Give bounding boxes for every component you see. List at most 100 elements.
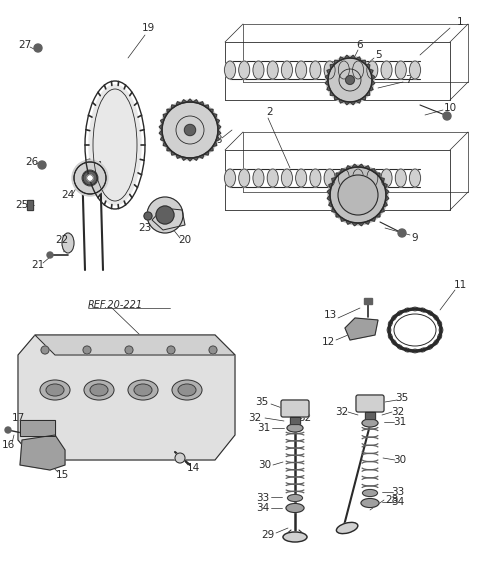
Ellipse shape <box>84 380 114 400</box>
Polygon shape <box>358 164 364 168</box>
Polygon shape <box>346 220 352 224</box>
FancyBboxPatch shape <box>281 400 309 417</box>
Polygon shape <box>167 147 171 151</box>
Polygon shape <box>163 113 168 119</box>
Circle shape <box>147 197 183 233</box>
Bar <box>27 200 33 210</box>
Circle shape <box>144 212 152 220</box>
Text: 35: 35 <box>255 397 269 407</box>
Polygon shape <box>385 195 389 201</box>
Text: 32: 32 <box>299 413 312 423</box>
Polygon shape <box>383 201 387 207</box>
Circle shape <box>328 165 388 225</box>
Polygon shape <box>18 335 235 460</box>
Polygon shape <box>380 178 384 183</box>
Polygon shape <box>193 100 199 103</box>
Polygon shape <box>340 217 346 221</box>
Text: 24: 24 <box>61 190 74 200</box>
Polygon shape <box>176 101 181 106</box>
Text: 21: 21 <box>31 260 45 270</box>
Polygon shape <box>199 154 204 158</box>
Text: 25: 25 <box>15 200 29 210</box>
Polygon shape <box>160 119 165 124</box>
Polygon shape <box>159 124 163 130</box>
Text: 15: 15 <box>55 470 69 480</box>
Text: 35: 35 <box>396 393 408 403</box>
Polygon shape <box>213 142 217 147</box>
Text: 33: 33 <box>391 487 405 497</box>
Polygon shape <box>204 151 209 155</box>
Circle shape <box>352 190 364 201</box>
Polygon shape <box>160 136 165 142</box>
Ellipse shape <box>338 61 349 79</box>
Polygon shape <box>346 166 352 170</box>
Ellipse shape <box>239 61 250 79</box>
Ellipse shape <box>281 61 292 79</box>
Polygon shape <box>171 105 176 109</box>
Ellipse shape <box>267 61 278 79</box>
Text: 32: 32 <box>336 407 348 417</box>
Text: 23: 23 <box>138 223 152 233</box>
Ellipse shape <box>310 169 321 187</box>
Ellipse shape <box>324 169 335 187</box>
Polygon shape <box>339 99 344 103</box>
Circle shape <box>74 162 106 194</box>
Ellipse shape <box>362 419 378 427</box>
Polygon shape <box>371 74 375 80</box>
Circle shape <box>41 346 49 354</box>
Circle shape <box>167 346 175 354</box>
Ellipse shape <box>253 61 264 79</box>
Ellipse shape <box>367 169 378 187</box>
Text: 17: 17 <box>12 413 24 423</box>
Polygon shape <box>369 86 373 91</box>
Text: 18: 18 <box>193 107 206 117</box>
Polygon shape <box>209 109 213 113</box>
Text: 31: 31 <box>257 423 271 433</box>
Circle shape <box>47 252 53 258</box>
Text: 5: 5 <box>375 50 381 60</box>
Polygon shape <box>329 201 333 207</box>
Circle shape <box>125 346 133 354</box>
Polygon shape <box>366 64 370 69</box>
Polygon shape <box>216 119 219 124</box>
Text: 32: 32 <box>248 413 262 423</box>
Circle shape <box>443 112 451 120</box>
Polygon shape <box>361 60 366 64</box>
Polygon shape <box>199 101 204 106</box>
Text: 7: 7 <box>405 75 411 85</box>
Text: 1: 1 <box>456 17 463 27</box>
Polygon shape <box>356 57 361 61</box>
Text: 20: 20 <box>179 235 192 245</box>
Ellipse shape <box>178 384 196 396</box>
Polygon shape <box>352 222 358 226</box>
Text: 19: 19 <box>142 23 155 33</box>
Text: 34: 34 <box>256 503 270 513</box>
Ellipse shape <box>239 169 250 187</box>
Text: 34: 34 <box>391 497 405 507</box>
Text: 2: 2 <box>267 107 273 117</box>
Circle shape <box>87 175 93 181</box>
Polygon shape <box>371 80 375 86</box>
Text: 4: 4 <box>332 197 338 207</box>
Circle shape <box>175 453 185 463</box>
Polygon shape <box>335 96 339 100</box>
Polygon shape <box>340 169 346 173</box>
Circle shape <box>83 171 97 185</box>
Polygon shape <box>335 60 339 64</box>
Ellipse shape <box>296 61 307 79</box>
Text: 30: 30 <box>394 455 407 465</box>
Ellipse shape <box>40 380 70 400</box>
FancyBboxPatch shape <box>356 395 384 412</box>
Ellipse shape <box>336 523 358 533</box>
Ellipse shape <box>310 61 321 79</box>
Text: 30: 30 <box>258 460 272 470</box>
Text: 29: 29 <box>262 530 275 540</box>
Polygon shape <box>181 156 187 160</box>
Polygon shape <box>332 178 336 183</box>
Text: 6: 6 <box>357 40 363 50</box>
Polygon shape <box>383 183 387 189</box>
Polygon shape <box>35 335 235 355</box>
Bar <box>290 417 300 424</box>
Ellipse shape <box>172 380 202 400</box>
Polygon shape <box>361 96 366 100</box>
